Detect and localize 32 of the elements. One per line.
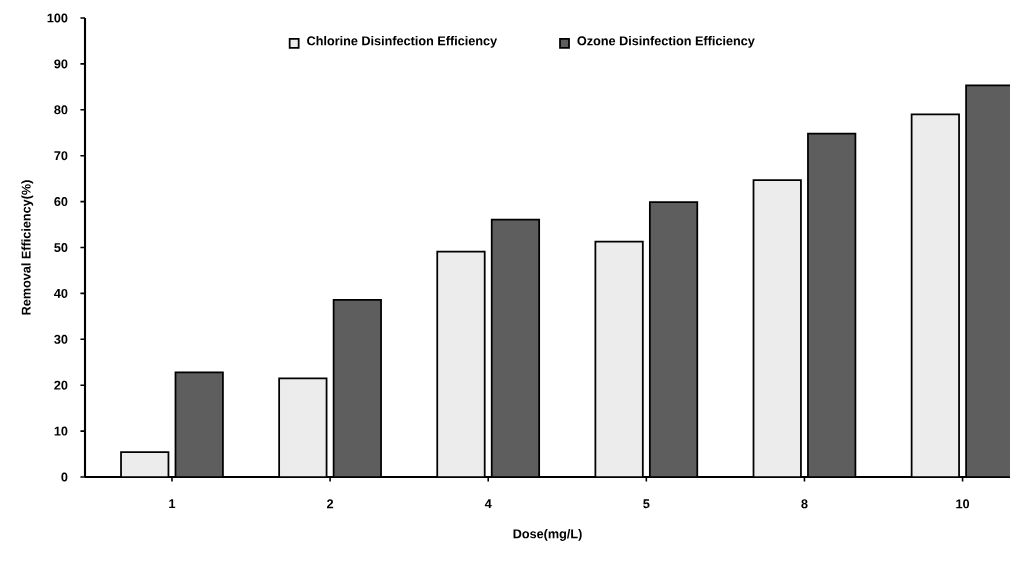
- y-tick-label: 40: [54, 288, 68, 298]
- x-tick-label: 10: [956, 499, 970, 509]
- bar: [807, 133, 856, 478]
- y-tick-label: 90: [54, 59, 68, 69]
- y-tick-label: 30: [54, 334, 68, 344]
- y-tick-label: 80: [54, 105, 68, 115]
- y-tick-label: 100: [47, 13, 68, 23]
- y-tick-label: 20: [54, 380, 68, 390]
- bar: [279, 378, 327, 478]
- x-tick-label: 1: [169, 499, 176, 509]
- bar: [753, 180, 801, 478]
- bar: [491, 219, 540, 478]
- bar: [175, 372, 223, 478]
- bar: [649, 202, 698, 478]
- bar: [121, 452, 169, 478]
- x-axis-title: Dose(mg/L): [513, 528, 582, 541]
- y-tick-label: 50: [54, 243, 68, 252]
- x-tick-label: 5: [643, 499, 650, 509]
- legend-label: Chlorine Disinfection Efficiency: [307, 36, 498, 48]
- y-tick-label: 0: [61, 472, 68, 482]
- bar: [910, 113, 960, 478]
- x-tick-label: 4: [484, 499, 492, 509]
- legend-label: Ozone Disinfection Efficiency: [577, 36, 755, 48]
- x-tick-label: 8: [801, 499, 808, 509]
- y-axis-title: Removal Efficiency(%): [21, 180, 34, 315]
- y-tick-label: 70: [54, 151, 68, 161]
- y-tick-label: 10: [54, 426, 68, 436]
- y-tick-label: 60: [54, 197, 68, 207]
- x-tick-label: 2: [327, 499, 334, 509]
- bar: [437, 251, 485, 478]
- bar: [333, 299, 382, 478]
- bar: [595, 241, 643, 478]
